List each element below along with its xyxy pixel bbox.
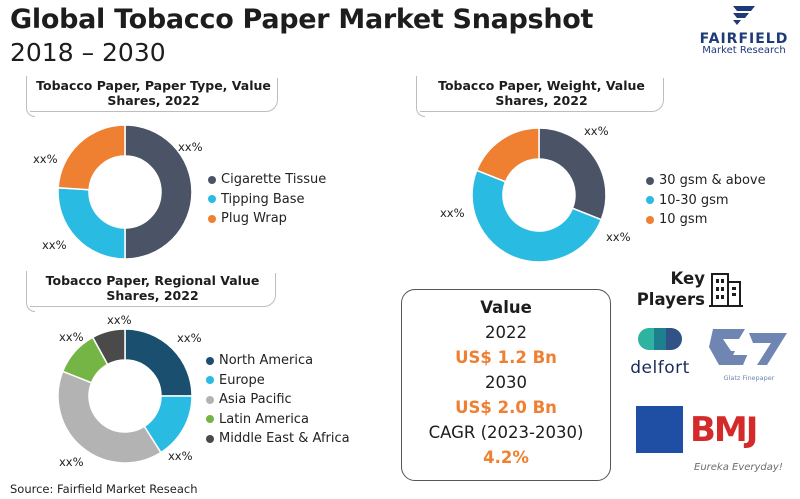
paper-type-legend: Cigarette Tissue Tipping Base Plug Wrap [208,170,326,229]
legend-label: Asia Pacific [219,392,292,407]
legend-label: 10-30 gsm [659,192,729,208]
building-icon [709,273,743,307]
legend-swatch [208,175,216,184]
paper-type-slice-tipping-base [57,186,126,260]
legend-label: Europe [219,372,265,388]
paper-type-title-line1: Tobacco Paper, Paper Type, Value [36,78,271,93]
weight-donut-chart [471,127,607,263]
legend-label: 30 gsm & above [659,173,766,188]
legend-swatch [206,415,214,424]
market-value-box: Value 2022 US$ 1.2 Bn 2030 US$ 2.0 Bn CA… [401,289,611,481]
weight-chart-title: Tobacco Paper, Weight, Value Shares, 202… [416,76,664,117]
value-year-2022: 2022 [485,323,527,342]
legend-swatch [206,356,214,365]
weight-label-10gsm: xx% [440,206,465,220]
legend-item-latin-america: Latin America [206,410,350,430]
legend-item-tipping-base: Tipping Base [208,190,326,210]
regional-label-mea: xx% [107,313,132,327]
regional-slice-asia-pacific [57,370,162,464]
legend-label: 10 gsm [659,212,708,227]
legend-item-10-30gsm: 10-30 gsm [646,191,766,211]
paper-type-slice-plug-wrap [57,124,126,191]
value-2030-amount: US$ 2.0 Bn [455,398,557,417]
weight-label-10-30gsm: xx% [606,230,631,244]
logo-name: FAIRFIELD [699,31,789,47]
legend-item-10gsm: 10 gsm [646,210,766,230]
legend-item-europe: Europe [206,371,350,391]
bmj-logo: BMJ Eureka Everyday! [636,404,786,482]
paper-type-label-tipping-base: xx% [42,238,67,252]
weight-legend: 30 gsm & above 10-30 gsm 10 gsm [646,171,766,230]
legend-swatch [206,395,214,404]
key-players-line2: Players [636,290,705,309]
bmj-logo-square [636,406,683,453]
glatz-logo-icon [709,329,787,365]
weight-title-line2: Shares, 2022 [495,93,588,108]
regional-chart-title: Tobacco Paper, Regional Value Shares, 20… [26,271,276,312]
legend-label: Tipping Base [221,191,305,207]
logo-subtitle: Market Research [702,45,786,56]
bmj-tagline: Eureka Everyday! [694,462,783,473]
page-subtitle: 2018 – 2030 [10,38,166,67]
bmj-name: BMJ [690,410,758,450]
weight-title-line1: Tobacco Paper, Weight, Value [438,78,645,93]
legend-item-cigarette-tissue: Cigarette Tissue [208,170,326,190]
fairfield-logo-icon [733,6,755,25]
legend-item-north-america: North America [206,351,350,371]
legend-swatch [208,214,216,223]
paper-type-label-plug-wrap: xx% [33,152,58,166]
legend-swatch [646,176,654,185]
paper-type-chart-title: Tobacco Paper, Paper Type, Value Shares,… [26,76,278,117]
legend-item-30gsm: 30 gsm & above [646,171,766,191]
regional-title-line2: Shares, 2022 [106,288,199,303]
legend-item-asia-pacific: Asia Pacific [206,390,350,410]
value-heading: Value [480,298,532,317]
key-players-line1: Key [670,269,705,288]
value-2022-amount: US$ 1.2 Bn [455,348,557,367]
paper-type-slice-cigarette-tissue [124,124,193,260]
value-year-2030: 2030 [485,373,527,392]
cagr-value: 4.2% [483,448,529,467]
regional-title-line1: Tobacco Paper, Regional Value [45,273,260,288]
legend-swatch [206,434,214,443]
paper-type-donut-chart [57,124,193,260]
glatz-name: Glatz Finepaper [723,374,775,382]
key-players-heading: Key Players [630,268,780,314]
legend-swatch [206,376,214,385]
regional-legend: North America Europe Asia Pacific Latin … [206,351,350,449]
legend-label: Middle East & Africa [219,431,350,446]
regional-donut-chart [57,328,193,464]
legend-swatch [208,195,216,204]
legend-item-plug-wrap: Plug Wrap [208,209,326,229]
glatz-logo: Glatz Finepaper [706,325,792,382]
paper-type-title-line2: Shares, 2022 [107,93,200,108]
legend-label: Cigarette Tissue [221,172,327,187]
delfort-logo: delfort [620,328,700,380]
regional-label-europe: xx% [168,449,193,463]
page-title: Global Tobacco Paper Market Snapshot [10,4,594,35]
legend-swatch [646,196,654,205]
weight-slice-10-30-gsm [471,169,603,263]
legend-label: Plug Wrap [221,211,287,226]
legend-swatch [646,215,654,224]
legend-label: North America [219,353,314,368]
delfort-name: delfort [630,358,690,378]
regional-label-asia-pacific: xx% [59,455,84,469]
legend-label: Latin America [219,411,309,427]
legend-item-mea: Middle East & Africa [206,429,350,449]
paper-type-label-cigarette-tissue: xx% [178,140,203,154]
cagr-label: CAGR (2023-2030) [428,423,584,442]
weight-slice-30-gsm-above [538,127,607,221]
source-note: Source: Fairfield Market Reseach [10,482,198,496]
fairfield-logo: FAIRFIELD Market Research [690,4,798,64]
regional-label-latin-america: xx% [59,330,84,344]
delfort-logo-icon [638,328,682,350]
key-players-label: Key Players [630,268,705,310]
regional-slice-middle-east-africa [91,328,126,366]
weight-label-30gsm: xx% [584,124,609,138]
regional-label-north-america: xx% [177,331,202,345]
weight-slice-10-gsm [475,127,540,183]
